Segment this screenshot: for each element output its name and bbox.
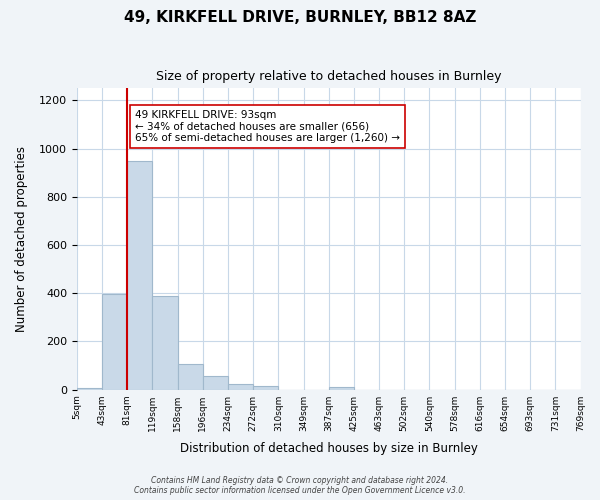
Bar (228, 384, 253, 390)
Title: Size of property relative to detached houses in Burnley: Size of property relative to detached ho… (156, 70, 502, 83)
Bar (77, 388, 102, 390)
Bar (329, 387, 354, 390)
Bar (152, 296, 178, 390)
Bar (178, 364, 203, 390)
Y-axis label: Number of detached properties: Number of detached properties (15, 146, 28, 332)
Bar (127, 160, 152, 390)
Bar (203, 376, 228, 390)
Text: Contains HM Land Registry data © Crown copyright and database right 2024.
Contai: Contains HM Land Registry data © Crown c… (134, 476, 466, 495)
Bar (253, 386, 278, 390)
Text: 49 KIRKFELL DRIVE: 93sqm
← 34% of detached houses are smaller (656)
65% of semi-: 49 KIRKFELL DRIVE: 93sqm ← 34% of detach… (135, 110, 400, 143)
X-axis label: Distribution of detached houses by size in Burnley: Distribution of detached houses by size … (180, 442, 478, 455)
Text: 49, KIRKFELL DRIVE, BURNLEY, BB12 8AZ: 49, KIRKFELL DRIVE, BURNLEY, BB12 8AZ (124, 10, 476, 25)
Bar (102, 294, 127, 390)
